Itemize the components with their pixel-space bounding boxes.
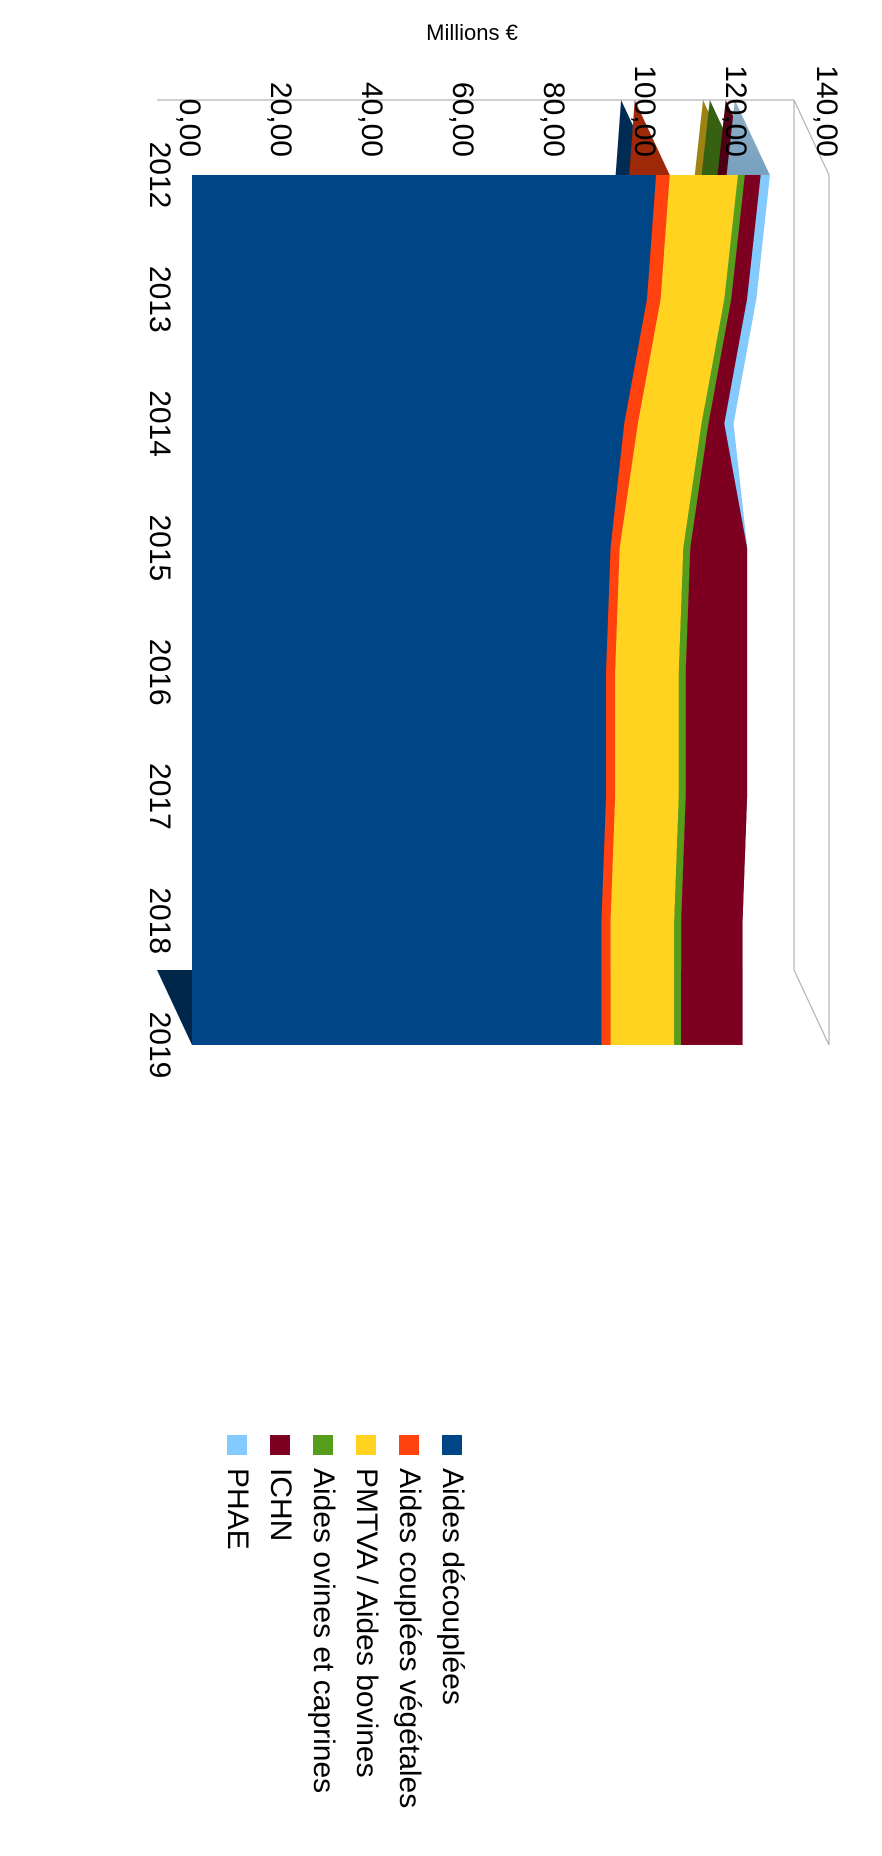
y-tick-label: 100,00 (628, 65, 661, 157)
legend-swatch (356, 1435, 376, 1455)
y-tick-label: 0,00 (173, 99, 206, 157)
legend: PHAE ICHN Aides ovines et caprines PMTVA / … (221, 1435, 469, 1808)
x-tick-label: 2015 (143, 514, 176, 581)
x-tick-label: 2012 (143, 142, 176, 209)
area-ichn (681, 175, 761, 1045)
y-tick-label: 140,00 (810, 65, 843, 157)
legend-label: Aides ovines et caprines (307, 1468, 340, 1793)
y-tick-label: 80,00 (537, 82, 570, 157)
area-aides-coupl-es-v-g-tales (601, 175, 670, 1045)
legend-swatch (270, 1435, 290, 1455)
legend-swatch (313, 1435, 333, 1455)
legend-swatch (442, 1435, 462, 1455)
y-tick-label: 60,00 (446, 82, 479, 157)
legend-label: PHAE (221, 1468, 254, 1550)
x-axis-tick-labels: 2012 2013 2014 2015 2016 2017 2018 2019 (143, 142, 176, 1079)
x-tick-label: 2014 (143, 390, 176, 457)
legend-swatch (227, 1435, 247, 1455)
x-tick-label: 2019 (143, 1012, 176, 1079)
legend-label: ICHN (264, 1468, 297, 1541)
plot-back-wall (157, 99, 830, 1046)
y-tick-label: 40,00 (355, 82, 388, 157)
area-phae (724, 175, 770, 1045)
legend-label: PMTVA / Aides bovines (350, 1468, 383, 1778)
x-tick-label: 2013 (143, 266, 176, 333)
area-series (192, 175, 770, 1045)
legend-label: Aides découplées (436, 1468, 469, 1705)
y-tick-label: 20,00 (264, 82, 297, 157)
x-tick-label: 2016 (143, 639, 176, 706)
area-pmtva-aides-bovines (610, 175, 738, 1045)
back-wall-panel (793, 99, 830, 1046)
y-tick-label: 120,00 (719, 65, 752, 157)
y-axis-tick-labels: 0,00 20,00 40,00 60,00 80,00 100,00 120,00 140,… (173, 65, 843, 157)
x-tick-label: 2017 (143, 763, 176, 830)
legend-label: Aides couplées végétales (393, 1468, 426, 1808)
legend-swatch (399, 1435, 419, 1455)
area-aides-d-coupl-es (192, 175, 657, 1045)
x-tick-label: 2018 (143, 887, 176, 954)
y-axis-title: Millions € (426, 20, 518, 45)
